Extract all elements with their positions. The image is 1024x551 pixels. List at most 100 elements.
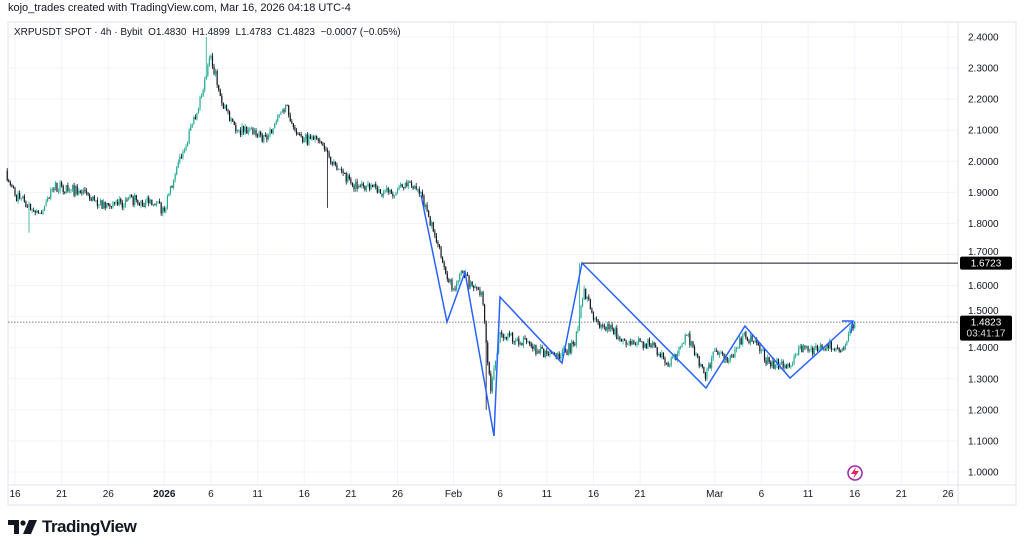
candle-body — [289, 115, 291, 122]
candle-body — [686, 334, 688, 336]
candle-body — [519, 342, 521, 345]
candle-body — [20, 198, 22, 199]
candle-body — [480, 291, 483, 296]
candle-body — [823, 348, 825, 350]
candle-body — [521, 342, 523, 346]
candle-body — [748, 340, 750, 344]
candle-body — [543, 348, 545, 358]
candle-body — [148, 197, 150, 204]
candle-body — [239, 130, 242, 136]
candle-body — [454, 288, 456, 290]
candle-body — [423, 195, 425, 208]
candle-body — [204, 79, 206, 91]
candle-body — [628, 340, 630, 344]
candle-body — [191, 123, 193, 127]
candle-body — [297, 133, 299, 135]
candle-body — [361, 183, 363, 187]
candle-body — [34, 210, 36, 213]
candle-body — [270, 129, 273, 134]
candle-body — [826, 344, 828, 350]
candle-body — [664, 358, 666, 364]
candle-body — [81, 192, 83, 194]
candle-body — [233, 121, 235, 126]
candle-body — [221, 96, 223, 104]
candle-body — [667, 363, 669, 367]
candle-body — [302, 136, 304, 143]
candle-body — [474, 286, 476, 289]
candle-body — [272, 128, 274, 134]
candle-body — [757, 342, 759, 346]
candle-body — [760, 350, 762, 352]
candle-body — [446, 273, 448, 280]
candle-body — [653, 342, 655, 346]
price-axis-label: 2.1000 — [968, 126, 999, 137]
candle-body — [693, 346, 696, 356]
candle-body — [328, 152, 330, 157]
candle-body — [745, 332, 747, 338]
candle-body — [325, 149, 327, 151]
candle-body — [493, 368, 495, 380]
candle-body — [617, 337, 619, 340]
candle-body — [140, 200, 142, 206]
candle-body — [442, 257, 444, 263]
candle-body — [258, 131, 260, 137]
level-price-text: 1.6723 — [971, 259, 1002, 270]
candle-body — [838, 347, 840, 352]
symbol-legend: XRPUSDT SPOT · 4h · Bybit O1.4830 H1.489… — [14, 27, 401, 38]
candle-body — [173, 179, 175, 188]
candle-body — [600, 324, 602, 328]
candle-body — [840, 351, 842, 353]
candle-body — [90, 198, 92, 201]
candle-body — [452, 288, 455, 290]
candle-body — [459, 273, 461, 281]
candle-body — [703, 367, 705, 374]
candle-body — [166, 196, 168, 209]
candle-body — [183, 150, 186, 152]
candle-body — [854, 322, 856, 328]
candle-body — [801, 345, 803, 352]
candle-body — [370, 185, 372, 190]
candle-body — [149, 199, 151, 204]
candle-body — [690, 341, 693, 346]
candle-body — [103, 201, 105, 209]
candle-body — [96, 200, 99, 206]
candle-body — [39, 212, 41, 214]
candle-body — [709, 364, 711, 368]
candle-body — [309, 135, 312, 140]
candle-body — [544, 350, 546, 358]
candle-body — [261, 135, 263, 142]
candle-body — [286, 105, 288, 107]
candle-body — [539, 346, 542, 353]
candle-body — [362, 183, 364, 186]
candle-body — [765, 360, 767, 364]
candle-body — [306, 134, 308, 145]
candle-body — [107, 203, 109, 205]
candle-body — [95, 200, 97, 202]
candle-body — [704, 373, 707, 379]
candle-body — [655, 345, 657, 348]
candle-body — [127, 198, 130, 201]
candle-body — [129, 194, 131, 199]
candle-body — [392, 193, 394, 197]
candle-body — [836, 347, 839, 349]
candle-body — [578, 317, 581, 329]
tradingview-logo-icon — [8, 520, 37, 534]
candle-body — [126, 199, 128, 201]
candle-body — [623, 338, 626, 341]
candle-body — [295, 130, 298, 134]
candle-body — [174, 174, 176, 180]
pattern-drawing-line[interactable] — [420, 194, 854, 437]
candle-body — [835, 347, 837, 351]
symbol-name[interactable]: XRPUSDT SPOT · 4h · Bybit — [14, 27, 143, 38]
candle-body — [110, 206, 113, 208]
candle-body — [563, 348, 565, 351]
candle-body — [280, 112, 282, 115]
candle-body — [247, 130, 249, 134]
candle-body — [54, 182, 57, 190]
candle-body — [98, 204, 100, 206]
candle-body — [620, 339, 623, 342]
candle-body — [721, 351, 724, 354]
candle-body — [159, 201, 161, 203]
last-price-text: 1.4823 — [971, 318, 1002, 329]
